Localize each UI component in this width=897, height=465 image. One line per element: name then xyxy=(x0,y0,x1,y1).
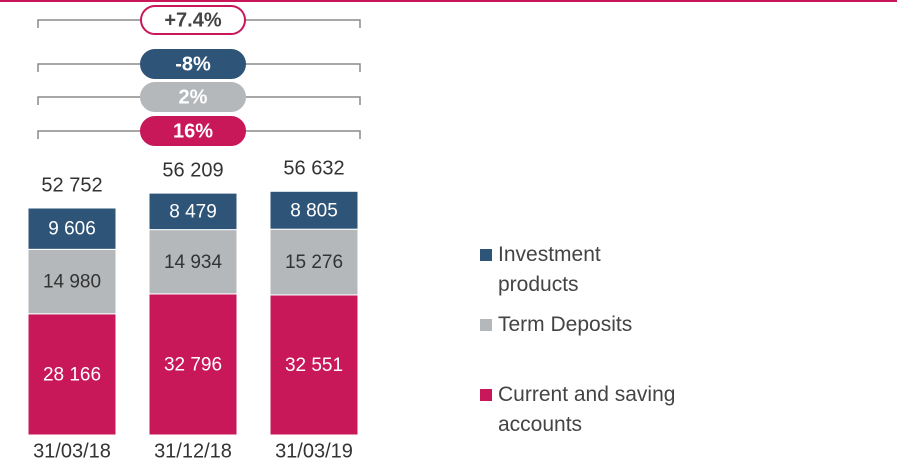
legend-label: Current and saving accounts xyxy=(498,383,676,436)
legend-label: Investment products xyxy=(498,243,601,296)
bar-segment xyxy=(148,293,238,436)
value-label: 15 276 xyxy=(285,252,343,273)
value-label: 8 479 xyxy=(169,201,217,222)
x-tick-label: 31/12/18 xyxy=(154,440,232,462)
growth-pill xyxy=(140,82,246,112)
value-label: 28 166 xyxy=(43,364,101,385)
bar-segment xyxy=(148,229,238,295)
bar-segment xyxy=(148,192,238,231)
total-label: 52 752 xyxy=(41,174,102,196)
legend-item: Term Deposits xyxy=(480,310,740,340)
value-label: 14 980 xyxy=(43,272,101,293)
total-label: 56 209 xyxy=(162,159,223,181)
x-tick-label: 31/03/18 xyxy=(33,440,111,462)
growth-label: +7.4% xyxy=(164,9,221,31)
legend-item: Investment products xyxy=(480,240,740,300)
legend-swatch xyxy=(480,389,492,401)
bar-segment xyxy=(269,228,359,296)
total-label: 56 632 xyxy=(283,158,344,180)
growth-pill xyxy=(140,5,246,35)
bar-segment xyxy=(27,207,117,250)
legend-label: Term Deposits xyxy=(498,313,633,336)
legend-item: Current and saving accounts xyxy=(480,380,740,440)
bar-segment xyxy=(27,313,117,436)
growth-label: 2% xyxy=(179,86,208,108)
x-tick-label: 31/03/19 xyxy=(275,440,353,462)
bar-segment xyxy=(269,190,359,230)
legend-swatch xyxy=(480,319,492,331)
bar-segment xyxy=(269,294,359,436)
value-label: 8 805 xyxy=(290,200,338,221)
value-label: 14 934 xyxy=(164,252,223,273)
value-label: 32 796 xyxy=(164,354,222,375)
value-label: 32 551 xyxy=(285,355,343,376)
legend-swatch xyxy=(480,249,492,261)
growth-label: 16% xyxy=(173,120,213,142)
bar-segment xyxy=(27,248,117,315)
value-label: 9 606 xyxy=(48,219,96,240)
growth-label: -8% xyxy=(175,53,211,75)
growth-pill xyxy=(140,116,246,146)
growth-pill xyxy=(140,49,246,79)
